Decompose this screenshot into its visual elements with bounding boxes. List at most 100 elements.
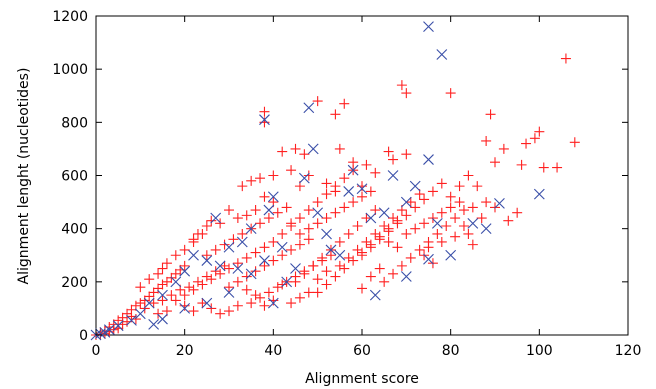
cross-point — [356, 183, 368, 195]
cross-point — [431, 217, 443, 229]
plus-point — [197, 228, 208, 239]
plus-point — [476, 213, 487, 224]
cross-point — [245, 223, 257, 235]
plus-point — [334, 260, 345, 271]
plus-point — [144, 291, 155, 302]
plus-point — [286, 218, 297, 229]
plus-point — [388, 154, 399, 165]
plus-point — [237, 181, 248, 192]
y-tick-label: 1000 — [52, 62, 88, 78]
plus-point — [259, 117, 270, 128]
cross-point — [343, 186, 355, 197]
y-tick-label: 200 — [61, 275, 88, 291]
plus-point — [232, 276, 243, 287]
plus-point — [161, 276, 172, 287]
plus-point — [396, 260, 407, 271]
plus-point — [463, 170, 474, 181]
plus-point — [454, 197, 465, 208]
plus-point — [458, 221, 469, 232]
plus-point — [419, 194, 430, 205]
plus-point — [308, 260, 319, 271]
plus-point — [339, 263, 350, 274]
plus-point — [184, 282, 195, 293]
plus-point — [485, 109, 496, 120]
x-tick-label: 40 — [264, 343, 282, 359]
cross-point — [236, 236, 248, 248]
plus-point — [419, 218, 430, 229]
plus-point — [206, 274, 217, 285]
plus-point — [179, 290, 190, 301]
cross-point — [112, 320, 124, 332]
y-tick-label: 800 — [61, 115, 88, 131]
cross-point — [307, 143, 319, 155]
plus-point — [432, 228, 443, 239]
plus-point — [294, 239, 305, 250]
plus-point — [392, 242, 403, 253]
plus-point — [374, 234, 385, 245]
cross-point — [201, 297, 213, 309]
plus-point — [334, 236, 345, 247]
plus-point — [277, 146, 288, 157]
plus-point — [179, 260, 190, 271]
plus-point — [330, 186, 341, 197]
plus-point — [201, 271, 212, 282]
cross-point — [103, 324, 115, 336]
plus-point — [405, 197, 416, 208]
plus-point — [153, 308, 164, 319]
plus-point — [201, 250, 212, 261]
cross-point — [223, 241, 235, 253]
cross-point — [157, 289, 168, 301]
plus-point — [232, 300, 243, 311]
plus-point — [374, 263, 385, 274]
plus-point — [246, 175, 257, 186]
plus-point — [241, 252, 252, 263]
plus-point — [277, 279, 288, 290]
plus-point — [516, 159, 527, 170]
cross-point — [494, 198, 505, 209]
plus-point — [188, 284, 199, 295]
plus-point — [215, 218, 226, 229]
plus-point — [201, 221, 212, 232]
plus-point — [303, 170, 314, 181]
plus-point — [405, 252, 416, 263]
plus-point — [321, 189, 332, 200]
cross-point — [148, 318, 160, 330]
cross-point — [347, 164, 359, 176]
plus-point — [250, 266, 261, 277]
x-axis-label: Alignment score — [305, 371, 419, 387]
x-tick-label: 60 — [353, 343, 371, 359]
plus-point — [259, 106, 270, 117]
plus-point — [303, 287, 314, 298]
plus-point — [401, 88, 412, 99]
cross-point — [378, 207, 390, 219]
plus-point — [197, 298, 208, 309]
y-tick-label: 400 — [61, 222, 88, 238]
plus-point — [423, 242, 434, 253]
plus-point — [503, 215, 514, 226]
plus-point — [250, 247, 261, 258]
plus-point — [334, 143, 345, 154]
plus-point — [166, 290, 177, 301]
plus-point — [170, 268, 181, 279]
cross-point — [95, 328, 106, 340]
cross-point — [245, 268, 257, 280]
plus-point — [219, 239, 230, 250]
plus-point — [339, 173, 350, 184]
cross-point — [290, 263, 301, 274]
cross-point — [281, 276, 293, 288]
plus-point — [286, 298, 297, 309]
cross-point — [210, 212, 222, 224]
plus-point — [259, 300, 270, 311]
plus-point — [401, 210, 412, 221]
plus-point — [321, 279, 332, 290]
cross-point — [400, 196, 412, 208]
plus-point — [206, 303, 217, 314]
axis-ticks — [95, 15, 629, 336]
plus-point — [330, 109, 341, 120]
plus-point — [330, 207, 341, 218]
plus-point — [232, 213, 243, 224]
plus-point — [388, 268, 399, 279]
plus-point — [277, 250, 288, 261]
cross-point — [126, 314, 137, 326]
